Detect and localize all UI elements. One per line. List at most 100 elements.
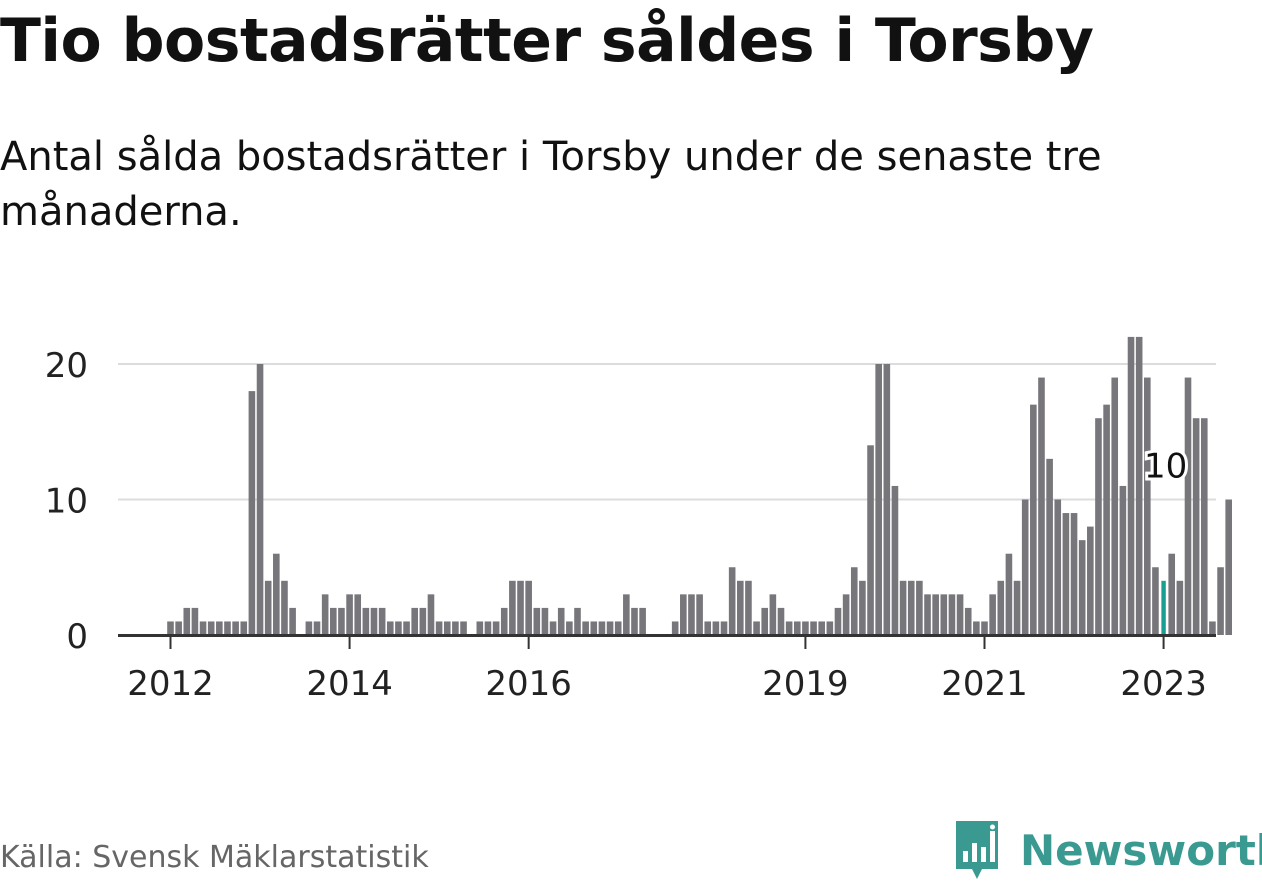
bar [566,621,573,635]
bar [191,607,199,635]
bar [1046,458,1053,635]
bar [948,594,956,635]
bar [688,594,695,635]
bar [354,594,362,635]
bar [712,621,720,635]
bar [1184,377,1192,635]
bar [1225,499,1232,635]
bar [1054,499,1062,635]
bar [395,621,402,635]
bar [1135,336,1143,635]
bar [1127,336,1135,635]
bar [1013,580,1021,635]
bar [484,621,492,635]
bar [769,594,777,635]
bar [1200,418,1208,635]
bar [606,621,614,635]
bar [785,621,793,635]
bar [476,621,484,635]
bar [826,621,834,635]
bar [1103,404,1110,635]
bar [452,621,459,635]
bar [240,621,248,635]
bar [867,445,874,635]
bar [492,621,500,635]
bar [224,621,231,635]
bar [386,621,394,635]
bar [541,607,549,635]
bar [818,621,825,635]
bar [623,594,630,635]
bar [981,621,988,635]
bar [802,621,809,635]
bar [549,621,557,635]
bar [517,580,524,635]
bar [696,594,703,635]
chart-subtitle: Antal sålda bostadsrätter i Torsby under… [0,134,1102,235]
bar [321,594,329,635]
bar [362,607,370,635]
bar [427,594,435,635]
bar [216,621,223,635]
bar [1030,404,1037,635]
bar [704,621,712,635]
bar [557,607,565,635]
bar [443,621,451,635]
bar [973,621,980,635]
bar [273,553,280,635]
bar [728,567,736,635]
bar [582,621,589,635]
bar [419,607,427,635]
bar [1119,485,1127,635]
bar [1209,621,1216,635]
bar [1062,513,1070,635]
bar [720,621,728,635]
bar [907,580,915,635]
bar [305,621,313,635]
y-tick-label: 10 [45,482,88,522]
x-tick-label: 2019 [762,664,849,704]
bar [435,621,443,635]
bar [842,594,850,635]
source-note: Källa: Svensk Mäklarstatistik [0,840,429,875]
bar [1144,377,1151,635]
bar [859,580,866,635]
bar [330,607,337,635]
bar [1176,580,1184,635]
bar [281,580,288,635]
bar [614,621,622,635]
bar [1168,553,1176,635]
bar [232,621,239,635]
bar [737,580,744,635]
bar [411,607,418,635]
bar [1152,567,1159,635]
y-tick-label: 0 [66,617,88,657]
bar [891,485,899,635]
bar [745,580,752,635]
bar [997,580,1005,635]
chart-title: Tio bostadsrätter såldes i Torsby [0,6,1094,76]
bar [207,621,215,635]
bar [834,607,842,635]
bar [590,621,598,635]
x-tick-label: 2014 [306,664,393,704]
bar [248,391,256,635]
bar [533,607,541,635]
bar [338,607,345,635]
bar [175,621,182,635]
bar [761,607,769,635]
bar [346,594,353,635]
bar [875,364,882,635]
bar [810,621,817,635]
bar [964,607,972,635]
bar [1087,526,1094,635]
bar [680,594,687,635]
bar [956,594,964,635]
bar [378,607,386,635]
brand-logo: Newsworthy [952,818,1262,882]
bar [500,607,508,635]
bar [1095,418,1102,635]
bar [574,607,581,635]
bar [671,621,679,635]
